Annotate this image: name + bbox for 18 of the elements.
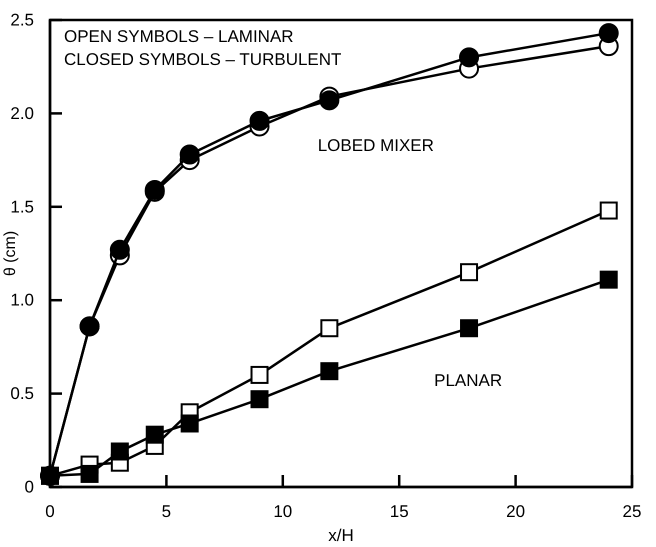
x-tick-label: 10 [273, 502, 292, 522]
x-tick-label: 15 [390, 502, 409, 522]
x-tick-label: 5 [162, 502, 172, 522]
annotation: CLOSED SYMBOLS – TURBULENT [64, 50, 342, 69]
x-tick-label: 20 [506, 502, 526, 522]
y-tick-label: 0 [24, 477, 34, 496]
annotation: PLANAR [434, 371, 502, 390]
y-tick-label: 1.0 [10, 290, 34, 310]
x-tick-label: 0 [45, 502, 55, 522]
y-tick-label: 2.0 [10, 104, 34, 123]
y-tick-label: 0.5 [10, 384, 34, 404]
annotation: OPEN SYMBOLS – LAMINAR [64, 27, 294, 46]
x-tick-label: 25 [622, 502, 642, 522]
y-axis-title: θ (cm) [2, 230, 19, 276]
annotation: LOBED MIXER [318, 136, 434, 155]
x-axis-title: x/H [328, 526, 354, 545]
y-tick-label: 1.5 [10, 197, 34, 216]
y-tick-label: 2.5 [10, 10, 34, 30]
